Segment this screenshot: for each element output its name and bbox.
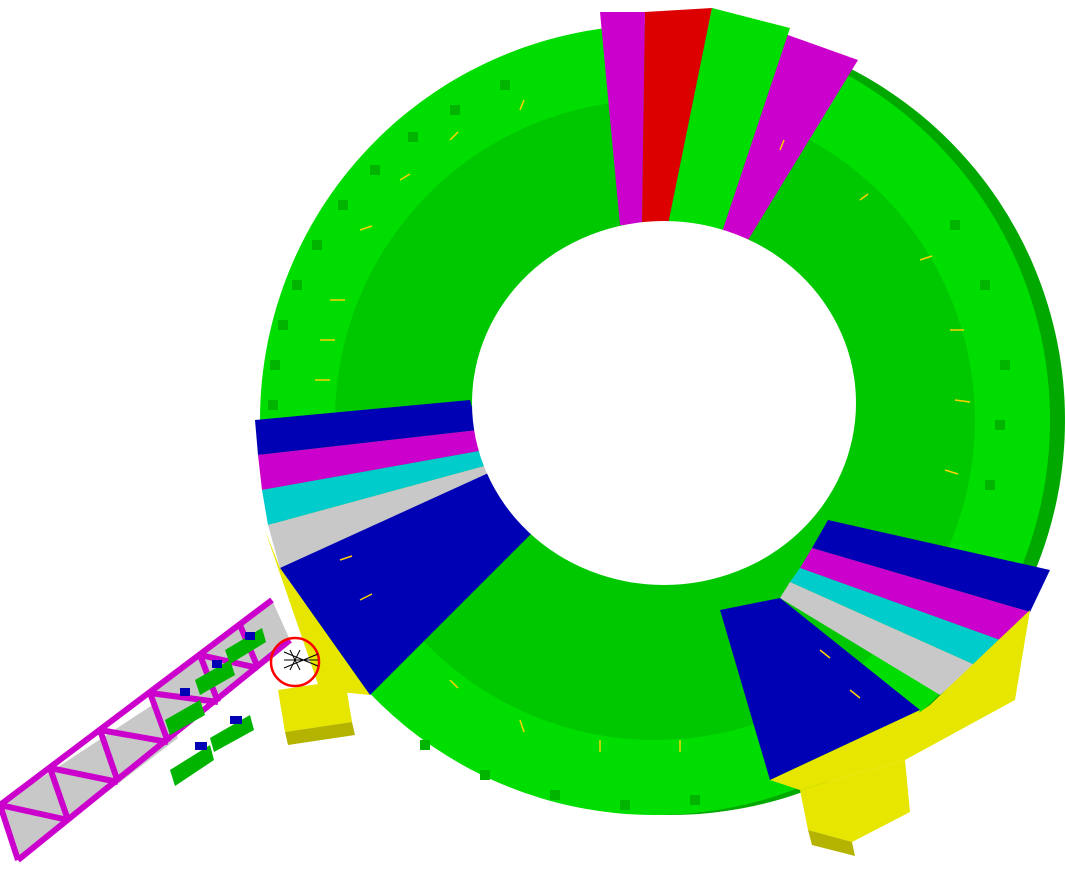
left-support-foot [278, 680, 352, 732]
right-support-foot-side [808, 830, 855, 856]
right-gray-sector [780, 582, 975, 695]
truss-green-fittings [165, 628, 266, 786]
truss-blue-fittings [180, 632, 255, 750]
top-magenta-sector-left [600, 12, 645, 225]
top-green-sector-between [668, 8, 790, 238]
left-support-foot-side [285, 722, 355, 745]
truss-arm[interactable] [0, 597, 292, 863]
selection-circle [269, 636, 321, 688]
selection-marker[interactable] [269, 636, 321, 688]
right-support-foot [800, 760, 910, 842]
toroidal-ring-structure[interactable] [255, 8, 1065, 815]
left-support-wedge [265, 530, 370, 695]
ring-inner-hole [472, 221, 856, 585]
right-support-wedge-lower [770, 710, 920, 790]
surface-notch-marks [268, 80, 1010, 810]
right-blue-sector-lower [720, 598, 920, 780]
yellow-support-feet[interactable] [265, 530, 1030, 856]
right-magenta-sector [800, 548, 1030, 640]
left-blue-sector [255, 400, 478, 455]
left-magenta-sector [258, 430, 485, 490]
truss-deck [0, 700, 178, 860]
top-red-sector [642, 8, 712, 225]
right-support-wedge [880, 610, 1030, 760]
right-cyan-sector [790, 568, 1000, 665]
left-cyan-sector [262, 450, 488, 525]
surface-detail-marks [315, 99, 971, 752]
left-gray-sector [268, 465, 495, 568]
bottom-left-blue-sector [280, 470, 535, 695]
right-blue-sector-upper [812, 520, 1050, 612]
selection-crosshair [283, 649, 319, 671]
